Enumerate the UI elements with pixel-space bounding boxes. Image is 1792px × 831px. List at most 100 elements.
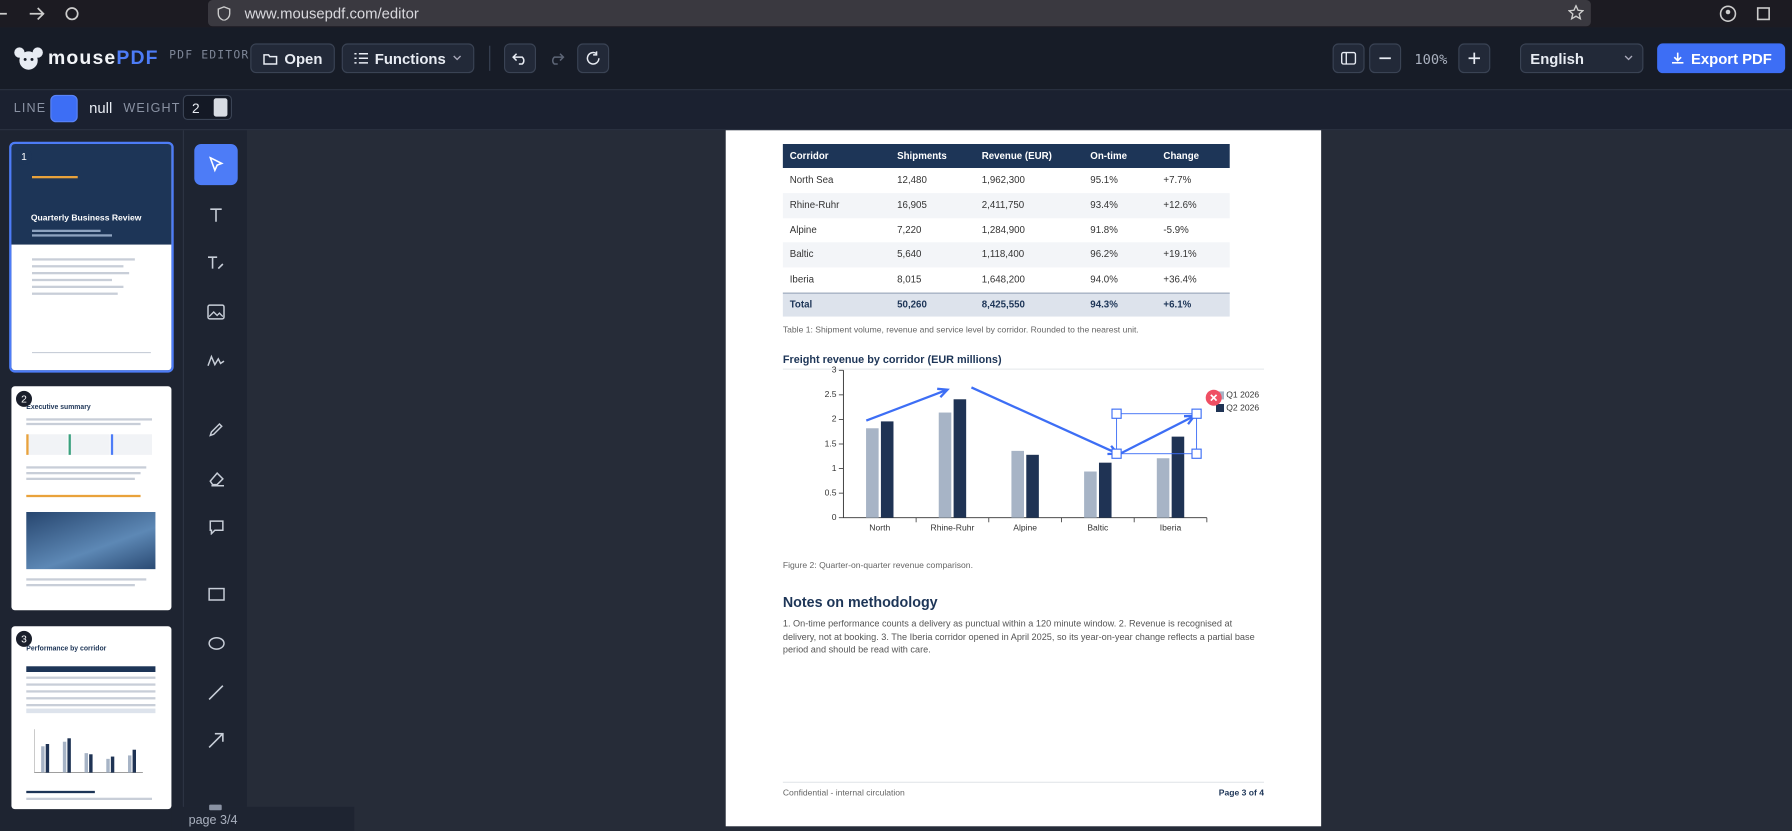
arrow-tool[interactable] (194, 720, 237, 761)
thumb-title: Executive summary (26, 404, 91, 412)
arrow-head (937, 387, 950, 398)
thumb-line (26, 471, 141, 475)
weight-input[interactable]: 2 (182, 94, 232, 120)
url-text: www.mousepdf.com/editor (244, 4, 419, 22)
select-tool[interactable] (194, 143, 238, 186)
thumbnail-page-1[interactable]: Quarterly Business Review 1 (9, 141, 174, 373)
y-tick-label: 1 (832, 463, 837, 473)
redo-button[interactable] (541, 43, 573, 73)
text-edit-tool[interactable] (194, 242, 237, 283)
notes-text: 1. On-time performance counts a delivery… (782, 618, 1255, 655)
table-cell: Alpine (789, 223, 817, 235)
selection-handle (1111, 448, 1122, 459)
thumb-number: 3 (15, 630, 32, 647)
thumb-line (26, 676, 156, 679)
brand: mousePDF (48, 47, 159, 70)
eraser-tool[interactable] (194, 458, 237, 499)
line-color-value: null (89, 99, 113, 117)
x-tick-label: Baltic (1087, 522, 1109, 532)
cursor-icon (209, 156, 224, 173)
thumbnail-page-2[interactable]: Executive summary 2 (11, 386, 172, 611)
data-table: Corridor Shipments Revenue (EUR) On-time Cha… (782, 143, 1230, 319)
plus-icon (1468, 52, 1480, 64)
text-tool[interactable] (194, 194, 237, 235)
url-bar[interactable]: www.mousepdf.com/editor (207, 0, 1591, 27)
table-cell: Rhine-Ruhr (789, 198, 840, 211)
open-button[interactable]: Open (250, 43, 335, 74)
table-cell: 1,648,200 (981, 273, 1025, 285)
thumb-kpi (26, 434, 68, 455)
refresh-button[interactable] (577, 43, 610, 74)
star-icon[interactable] (1567, 4, 1584, 21)
table-cell: 2,411,750 (981, 198, 1025, 211)
image-tool[interactable] (194, 291, 237, 332)
delete-x (1210, 394, 1218, 402)
comment-tool[interactable] (194, 506, 237, 547)
export-button[interactable]: Export PDF (1657, 43, 1786, 74)
row-band (782, 242, 1230, 268)
line-toolbar: LINE null WEIGHT 2 (0, 90, 1792, 131)
zoom-out[interactable] (1369, 43, 1402, 74)
total-cell: 50,260 (897, 298, 927, 310)
table-cell: North Sea (789, 173, 834, 186)
line-color-swatch[interactable] (50, 94, 78, 123)
figure-caption: Figure 2: Quarter-on-quarter revenue com… (782, 559, 973, 571)
folder-icon (263, 53, 278, 65)
thumb-line (26, 466, 147, 469)
signature-tool[interactable] (194, 341, 237, 382)
line-label: LINE (13, 101, 47, 116)
y-tick-label: 2 (832, 414, 837, 424)
thumb-line (31, 278, 112, 282)
row-band (782, 192, 1230, 218)
table-cell: 1,118,400 (981, 248, 1025, 260)
pen-tool[interactable] (194, 409, 237, 450)
thumb-number: 1 (15, 148, 32, 165)
nav-icons (0, 7, 79, 21)
thumb-line (31, 234, 112, 237)
thumb-line (26, 578, 147, 581)
thumb-line (31, 285, 124, 288)
table-caption: Table 1: Shipment volume, revenue and se… (782, 324, 1139, 335)
download-icon (1671, 52, 1683, 64)
total-cell: Total (789, 298, 813, 310)
x-tick-label: North (869, 522, 890, 532)
bar (1084, 471, 1097, 518)
scroll-handle (209, 804, 222, 811)
thumbnail-page-3[interactable]: Performance by corridor 3 (11, 626, 172, 810)
footer-left: Confidential - internal circulation (782, 787, 905, 798)
table-cell: 8,015 (897, 273, 922, 285)
spinner[interactable] (213, 98, 228, 117)
thumb-line (26, 697, 156, 700)
ellipse-tool[interactable] (194, 623, 237, 664)
browser-bar: www.mousepdf.com/editor (0, 0, 1792, 28)
selection-box (1116, 413, 1198, 455)
bar (866, 428, 879, 518)
x-tick-label: Alpine (1013, 522, 1037, 532)
language-select[interactable]: English (1519, 43, 1644, 74)
thumb-line (31, 351, 151, 354)
line-tool[interactable] (194, 672, 237, 713)
zoom-in[interactable] (1458, 43, 1491, 74)
legend-swatch (1215, 403, 1224, 412)
rectangle-tool[interactable] (194, 574, 237, 615)
table-cell: Baltic (789, 248, 814, 260)
thumb-total (26, 708, 156, 714)
y-tick-label: 2.5 (825, 389, 837, 399)
line-icon (208, 685, 224, 700)
eraser-icon (208, 472, 224, 487)
functions-button[interactable]: Functions (341, 43, 475, 74)
tagline: PDF EDITOR (169, 49, 250, 62)
minus-icon (1379, 57, 1391, 60)
annotation-arrow (865, 388, 948, 422)
comment-icon (208, 520, 224, 535)
thumb-line (26, 418, 152, 421)
undo-icon (512, 53, 525, 65)
brand-pdf: PDF (116, 46, 159, 69)
thumb-line (26, 477, 135, 480)
weight-label: WEIGHT (123, 101, 181, 116)
table-header (782, 143, 1230, 168)
sidebar-toggle[interactable] (1332, 43, 1365, 74)
signature-icon (207, 354, 225, 367)
undo-button[interactable] (503, 43, 536, 74)
thumb-line (31, 265, 124, 268)
